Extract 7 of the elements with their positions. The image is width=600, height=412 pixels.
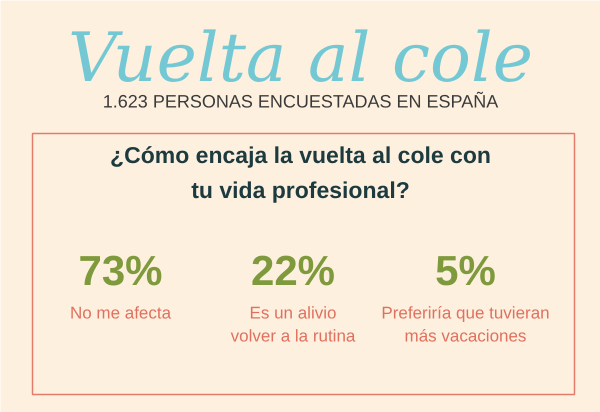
data-label: 5% <box>435 247 496 294</box>
category-label: Preferiría que tuvieran más vacaciones <box>381 304 550 346</box>
text: ¿Cómo encaja la vuelta al cole con tu vida profesional? <box>110 142 491 204</box>
data-label: 73% <box>78 247 163 294</box>
category-label: Es un alivio volver a la rutina <box>230 304 356 346</box>
category-label: No me afecta <box>70 304 172 322</box>
data-label: 22% <box>250 247 336 294</box>
